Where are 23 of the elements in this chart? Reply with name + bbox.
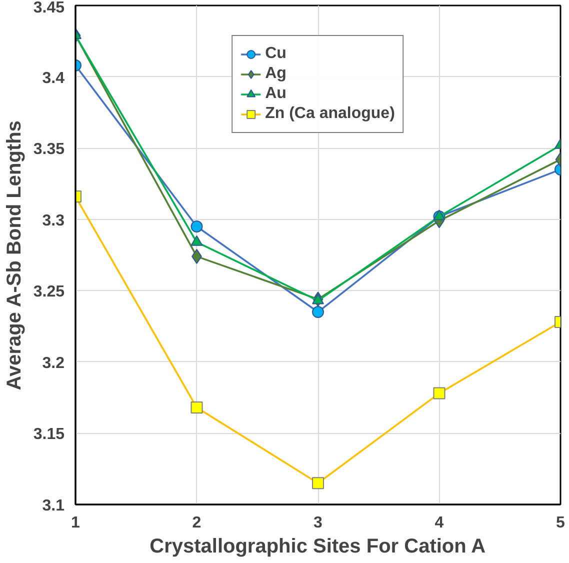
x-tick-label: 1 bbox=[71, 514, 80, 532]
y-axis-title: Average A-Sb Bond Lengths bbox=[3, 120, 26, 390]
x-tick-label: 4 bbox=[434, 514, 444, 532]
y-tick-label: 3.4 bbox=[42, 70, 65, 87]
legend-label: Ag bbox=[265, 65, 286, 83]
x-tick-label: 2 bbox=[192, 514, 202, 532]
point bbox=[312, 306, 324, 318]
y-tick-label: 3.35 bbox=[33, 141, 65, 158]
x-tick-label: 5 bbox=[556, 514, 566, 532]
legend-label: Zn (Ca analogue) bbox=[265, 105, 395, 123]
y-tick-label: 3.1 bbox=[42, 498, 65, 514]
legend-label: Cu bbox=[265, 45, 286, 63]
y-tick-label: 3.2 bbox=[42, 354, 65, 372]
x-axis-title: Crystallographic Sites For Cation A bbox=[150, 536, 486, 558]
point bbox=[190, 235, 203, 246]
y-tick-label: 3.25 bbox=[33, 284, 65, 301]
legend-label: Au bbox=[265, 85, 286, 103]
y-tick-label: 3.15 bbox=[33, 426, 65, 444]
x-tick-label: 3 bbox=[314, 514, 323, 532]
point bbox=[312, 294, 324, 304]
y-tick-label: 3.45 bbox=[33, 0, 65, 16]
point bbox=[190, 220, 203, 232]
y-tick-label: 3.3 bbox=[42, 212, 65, 230]
